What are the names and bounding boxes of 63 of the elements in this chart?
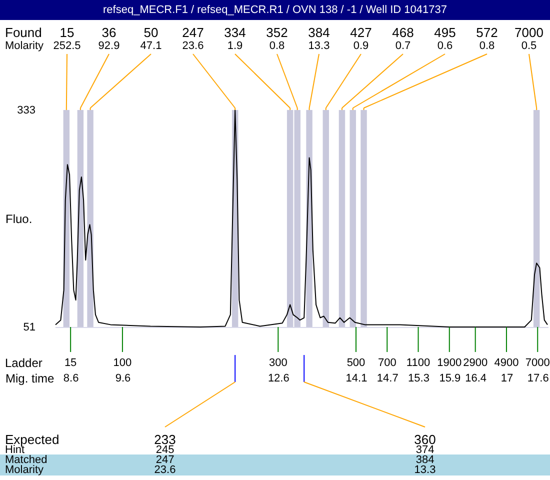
x-tick-label: 14.7 bbox=[376, 372, 398, 384]
x-tick-label: 17 bbox=[500, 372, 514, 384]
x-tick-label: 8.6 bbox=[63, 372, 79, 384]
chart-title: refseq_MECR.F1 / refseq_MECR.R1 / OVN 138 / -1 / Well ID 1041737 bbox=[103, 4, 447, 16]
annotation: 352 bbox=[266, 25, 288, 40]
text: 500 bbox=[346, 357, 366, 369]
text: 1100 bbox=[406, 357, 430, 369]
text: 13.3 bbox=[308, 40, 330, 52]
text: 23.6 bbox=[182, 40, 204, 52]
y-axis-title: Fluo. bbox=[6, 212, 32, 226]
annotation: 247 bbox=[182, 25, 204, 40]
text: 700 bbox=[378, 357, 396, 369]
text: Molarity bbox=[5, 40, 44, 52]
text: 0.9 bbox=[353, 40, 369, 52]
text: 247 bbox=[156, 454, 174, 466]
text: 1.9 bbox=[227, 40, 243, 52]
x-tick-label: 12.6 bbox=[268, 372, 290, 384]
text: 0.7 bbox=[395, 40, 411, 52]
text: 4900 bbox=[494, 357, 519, 369]
text: 0.6 bbox=[437, 40, 453, 52]
text: 1900 bbox=[437, 357, 462, 369]
annotation: 427 bbox=[350, 25, 372, 40]
annotation: 15 bbox=[60, 25, 74, 40]
x-axis-title: Mig. time bbox=[6, 372, 54, 386]
x-tick-label: 17.6 bbox=[527, 372, 549, 384]
x-tick-label: 9.6 bbox=[115, 372, 131, 384]
annotation: 7000 bbox=[514, 25, 544, 40]
annotation: 495 bbox=[434, 25, 456, 40]
text: Hint bbox=[5, 444, 25, 456]
x-tick-label: 15.3 bbox=[408, 372, 430, 384]
annotation: 36 bbox=[102, 25, 116, 40]
text: Found bbox=[5, 25, 42, 40]
text: 0.8 bbox=[269, 40, 285, 52]
text: 47.1 bbox=[140, 40, 162, 52]
text: 2900 bbox=[463, 357, 488, 369]
text: 92.9 bbox=[98, 40, 120, 52]
text: 7000 bbox=[525, 357, 550, 369]
text: 245 bbox=[156, 444, 174, 456]
annotation: 468 bbox=[392, 25, 414, 40]
x-tick-label: 16.4 bbox=[465, 372, 487, 384]
text: 0.8 bbox=[479, 40, 495, 52]
annotation: 50 bbox=[144, 25, 158, 40]
text: Matched bbox=[5, 454, 48, 466]
y-tick-label: 333 bbox=[17, 104, 36, 116]
text: 300 bbox=[268, 357, 288, 369]
annotation: 572 bbox=[476, 25, 498, 40]
x-tick-label: 15.9 bbox=[439, 372, 461, 384]
text: 374 bbox=[416, 444, 434, 456]
text: 384 bbox=[416, 454, 434, 466]
annotation: 384 bbox=[308, 25, 330, 40]
text: Molarity bbox=[5, 464, 44, 476]
text: 0.5 bbox=[521, 40, 537, 52]
text: Ladder bbox=[5, 356, 42, 370]
annotation: 334 bbox=[224, 25, 246, 40]
text: 252.5 bbox=[53, 40, 81, 52]
y-tick-label: 51 bbox=[23, 322, 36, 334]
text: 100 bbox=[113, 357, 132, 369]
line-series bbox=[55, 110, 548, 328]
text: 13.3 bbox=[414, 464, 436, 476]
text: 23.6 bbox=[154, 464, 176, 476]
text: 15 bbox=[64, 357, 77, 369]
text: Expected bbox=[5, 432, 60, 447]
x-tick-label: 14.1 bbox=[346, 372, 368, 384]
